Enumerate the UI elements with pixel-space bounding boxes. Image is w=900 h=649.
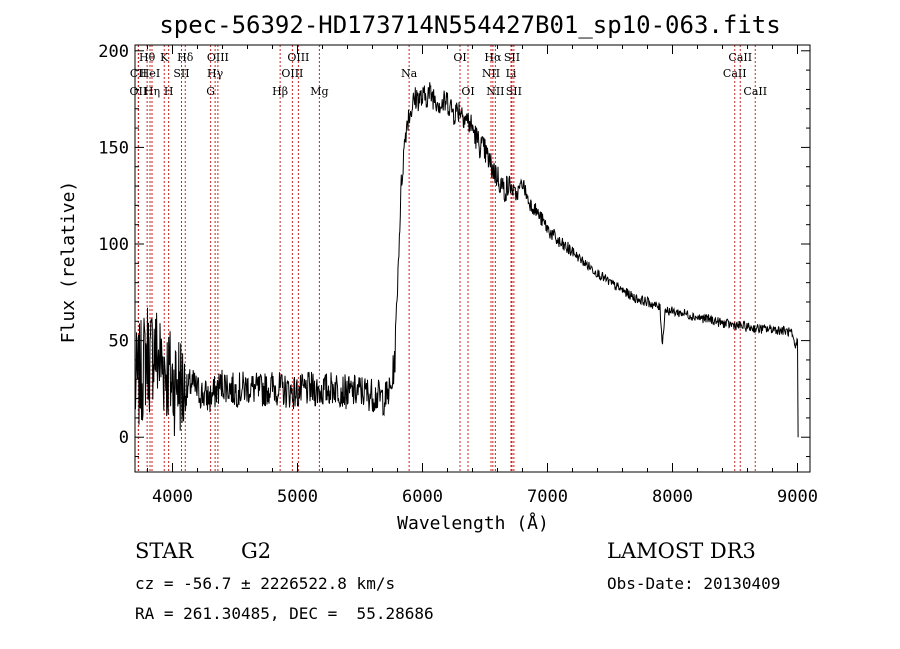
line-marker-label: OΙΙ — [130, 85, 148, 98]
line-marker-label: Hδ — [177, 51, 194, 64]
line-marker-label: NΙΙ — [486, 85, 504, 98]
obs-date: Obs-Date: 20130409 — [607, 574, 781, 593]
y-axis-ticks: 0 50 100 150 200 — [98, 42, 810, 458]
line-marker-label: H — [164, 85, 174, 98]
y-tick-label: 50 — [109, 332, 129, 352]
line-marker-label: Mg — [310, 85, 328, 98]
x-tick-label: 9000 — [777, 487, 818, 507]
coordinates-readout: RA = 261.30485, DEC = 55.28686 — [135, 604, 434, 623]
y-tick-label: 100 — [98, 235, 129, 255]
y-tick-label: 150 — [98, 138, 129, 158]
line-marker-label: Li — [506, 67, 517, 80]
line-marker-label: Hβ — [272, 85, 288, 98]
line-marker-label: OΙ — [461, 85, 474, 98]
line-marker-label: Na — [401, 67, 418, 80]
redshift-readout: cz = -56.7 ± 2226522.8 km/s — [135, 574, 396, 593]
line-marker-label: G — [206, 85, 215, 98]
x-tick-label: 4000 — [152, 487, 193, 507]
line-marker-label: Hθ — [139, 51, 156, 64]
line-marker-label: OΙΙΙ — [207, 51, 229, 64]
y-tick-label: 200 — [98, 42, 129, 62]
x-tick-label: 5000 — [277, 487, 318, 507]
line-marker-label: SΙΙ — [506, 85, 522, 98]
line-marker-label: K — [160, 51, 169, 64]
chart-title: spec-56392-HD173714N554427B01_sp10-063.f… — [159, 11, 780, 39]
x-axis-label: Wavelength (Å) — [397, 512, 549, 534]
object-subclass: G2 — [241, 539, 272, 563]
survey-name: LAMOST DR3 — [607, 539, 756, 563]
line-marker-label: Hη — [144, 85, 160, 98]
line-marker-label: OΙ — [453, 51, 466, 64]
line-marker-label: CaΙΙ — [743, 85, 767, 98]
line-marker-label: CaΙΙ — [723, 67, 747, 80]
line-marker-label: CaΙΙ — [728, 51, 752, 64]
line-marker-label: HeΙ — [140, 67, 160, 80]
line-marker-label: OΙΙΙ — [287, 51, 309, 64]
x-tick-label: 6000 — [402, 487, 443, 507]
x-axis-ticks: 4000 5000 6000 7000 8000 9000 — [147, 45, 818, 507]
line-marker-label: SΙΙ — [173, 67, 189, 80]
line-marker-label: CΙΙ — [130, 67, 147, 80]
x-tick-label: 8000 — [652, 487, 693, 507]
spectral-line-markers — [137, 45, 756, 472]
spectrum-series-line — [134, 82, 799, 438]
line-marker-label: Hγ — [207, 67, 224, 80]
x-tick-label: 7000 — [527, 487, 568, 507]
line-marker-label: NΙΙ — [482, 67, 500, 80]
y-axis-label: Flux (relative) — [58, 181, 79, 344]
plot-frame — [134, 44, 811, 473]
line-marker-label: Hα — [484, 51, 502, 64]
y-tick-label: 0 — [119, 428, 129, 448]
line-marker-label: OΙΙΙ — [281, 67, 303, 80]
line-marker-label: SΙΙ — [504, 51, 520, 64]
object-type: STAR — [135, 539, 194, 563]
